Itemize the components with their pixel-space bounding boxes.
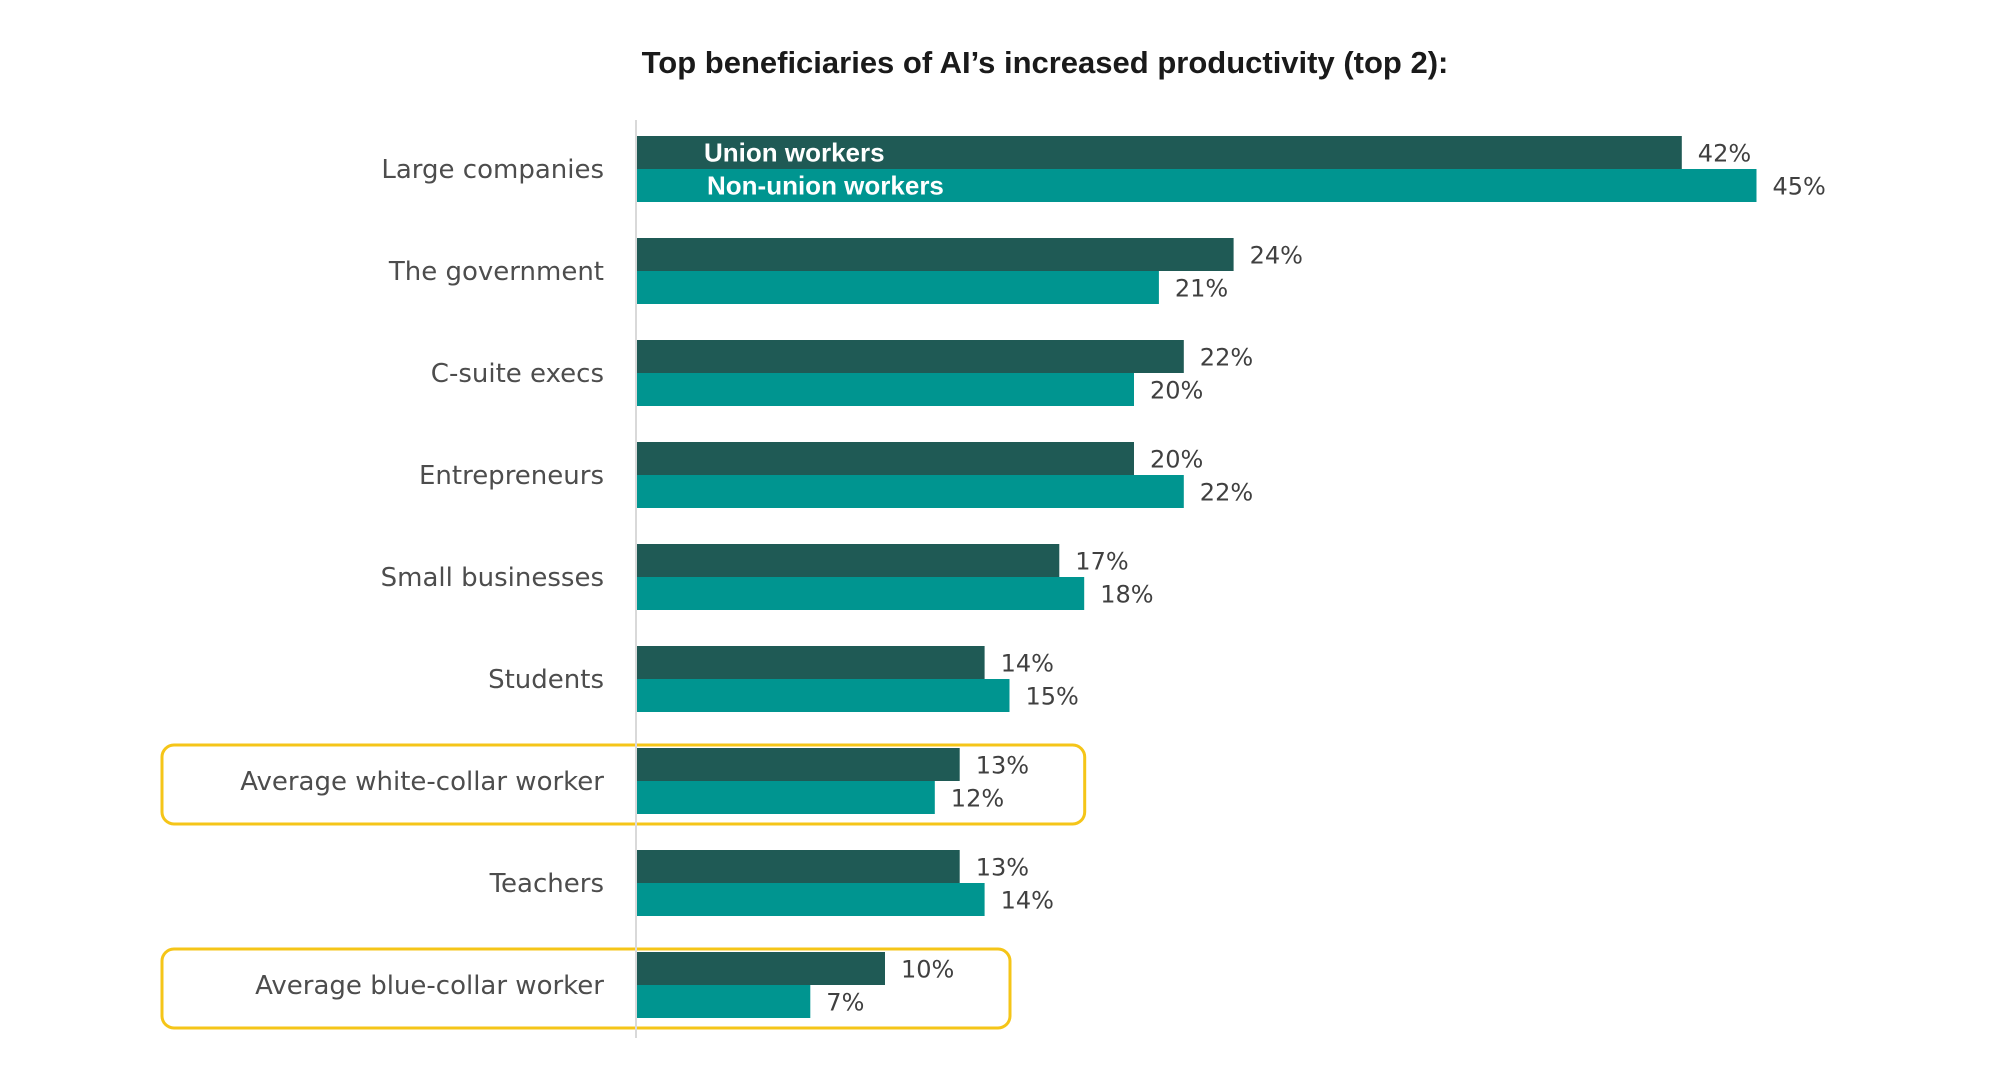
value-label: 21% <box>1175 275 1228 303</box>
value-label: 24% <box>1250 242 1303 270</box>
category-label: Average blue-collar worker <box>255 971 604 1001</box>
bar-union <box>636 646 985 679</box>
category-label: Teachers <box>489 869 604 899</box>
highlight-box <box>160 947 1012 1030</box>
value-label: 12% <box>951 785 1004 813</box>
bar-non-union <box>636 271 1159 304</box>
legend-non-union-workers: Non-union workers <box>707 171 944 201</box>
highlight-box <box>160 743 1087 826</box>
value-label: 20% <box>1150 446 1203 474</box>
highlight-boxes <box>160 743 1087 1030</box>
labels: Large companies 42% 45% The government 24% 21… <box>240 138 1826 1017</box>
value-label: 42% <box>1698 140 1751 168</box>
category-label: Average white-collar worker <box>240 767 604 797</box>
category-label: C-suite execs <box>431 359 604 389</box>
value-label: 15% <box>1026 683 1079 711</box>
bar-non-union <box>636 985 811 1018</box>
category-label: Entrepreneurs <box>419 461 604 491</box>
value-label: 14% <box>1001 887 1054 915</box>
category-label: Small businesses <box>381 563 604 593</box>
value-label: 13% <box>976 752 1029 780</box>
value-label: 18% <box>1100 581 1153 609</box>
bar-non-union <box>636 883 985 916</box>
value-label: 17% <box>1075 548 1128 576</box>
value-label: 22% <box>1200 344 1253 372</box>
bar-union <box>636 544 1060 577</box>
bar-union <box>636 442 1134 475</box>
value-label: 22% <box>1200 479 1253 507</box>
bar-non-union <box>636 679 1010 712</box>
bar-union <box>636 136 1682 169</box>
value-label: 45% <box>1773 173 1826 201</box>
bar-non-union <box>636 577 1085 610</box>
legend-union-workers: Union workers <box>704 138 885 168</box>
value-label: 7% <box>826 989 864 1017</box>
value-label: 20% <box>1150 377 1203 405</box>
value-label: 10% <box>901 956 954 984</box>
chart-title: Top beneficiaries of AI’s increased prod… <box>642 45 1449 80</box>
category-label: Students <box>488 665 604 695</box>
bar-union <box>636 952 885 985</box>
bar-union <box>636 340 1184 373</box>
bar-non-union <box>636 373 1134 406</box>
bar-union <box>636 238 1234 271</box>
bar-non-union <box>636 169 1757 202</box>
category-label: The government <box>388 257 604 287</box>
bar-non-union <box>636 781 935 814</box>
category-label: Large companies <box>381 155 604 185</box>
value-label: 13% <box>976 854 1029 882</box>
bar-union <box>636 748 960 781</box>
value-label: 14% <box>1001 650 1054 678</box>
bars <box>636 136 1757 1018</box>
bar-non-union <box>636 475 1184 508</box>
bar-union <box>636 850 960 883</box>
